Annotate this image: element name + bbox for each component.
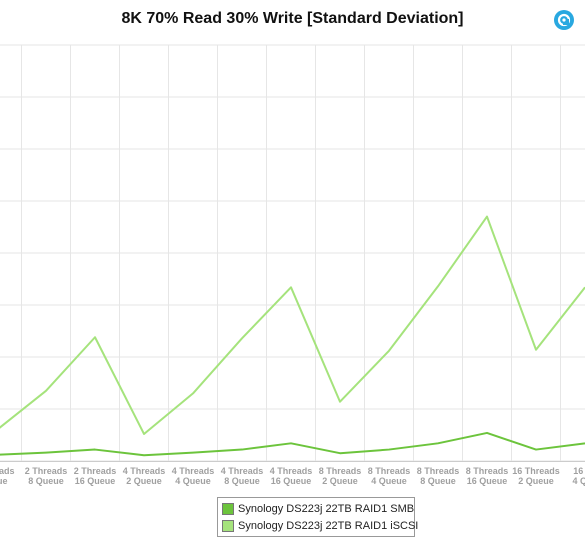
- x-tick-label: 4 Threads 8 Queue: [221, 466, 264, 486]
- x-tick-label: 8 Threads 16 Queue: [466, 466, 509, 486]
- legend-label-iscsi: Synology DS223j 22TB RAID1 iSCSI: [238, 520, 419, 532]
- data-point: [241, 449, 243, 451]
- x-tick-label: 4 Threads 4 Queue: [172, 466, 215, 486]
- x-tick-label: 2 Threads 8 Queue: [25, 466, 68, 486]
- x-tick-label: Threadsueue: [0, 466, 15, 486]
- data-point: [94, 336, 96, 338]
- x-tick-label: 4 Threads 16 Queue: [270, 466, 313, 486]
- data-point: [388, 350, 390, 352]
- data-point: [290, 442, 292, 444]
- legend-item-smb[interactable]: Synology DS223j 22TB RAID1 SMB: [222, 501, 414, 517]
- chart-legend: Synology DS223j 22TB RAID1 SMB Synology …: [217, 497, 418, 537]
- data-point: [143, 433, 145, 435]
- x-tick-label: 2 Threads 16 Queue: [74, 466, 117, 486]
- series-line-iscsi: [0, 215, 585, 435]
- data-point: [290, 286, 292, 288]
- data-point: [192, 452, 194, 454]
- legend-swatch-smb: [222, 503, 234, 515]
- data-point: [45, 390, 47, 392]
- data-point: [94, 449, 96, 451]
- series-line-smb: [0, 431, 585, 457]
- data-point: [486, 216, 488, 218]
- x-tick-label: 8 Threads 2 Queue: [319, 466, 362, 486]
- x-tick-label: 16 Th4 Que: [572, 466, 585, 486]
- chart-menu-icon: [554, 10, 574, 30]
- chart-menu-button[interactable]: [554, 10, 574, 30]
- x-tick-label: 8 Threads 4 Queue: [368, 466, 411, 486]
- data-point: [535, 349, 537, 351]
- x-tick-label: 8 Threads 8 Queue: [417, 466, 460, 486]
- chart-title: 8K 70% Read 30% Write [Standard Deviatio…: [121, 10, 464, 27]
- legend-item-iscsi[interactable]: Synology DS223j 22TB RAID1 iSCSI: [222, 518, 418, 534]
- legend-swatch-iscsi: [222, 520, 234, 532]
- data-point: [241, 337, 243, 339]
- data-point: [339, 401, 341, 403]
- data-point: [437, 285, 439, 287]
- x-tick-label: 16 Threads 2 Queue: [512, 466, 560, 486]
- data-point: [388, 449, 390, 451]
- data-point: [192, 392, 194, 394]
- data-point: [437, 442, 439, 444]
- data-point: [143, 454, 145, 456]
- legend-label-smb: Synology DS223j 22TB RAID1 SMB: [238, 503, 415, 515]
- data-point: [339, 452, 341, 454]
- x-tick-label: 4 Threads 2 Queue: [123, 466, 166, 486]
- data-point: [486, 432, 488, 434]
- data-point: [535, 449, 537, 451]
- data-point: [45, 452, 47, 454]
